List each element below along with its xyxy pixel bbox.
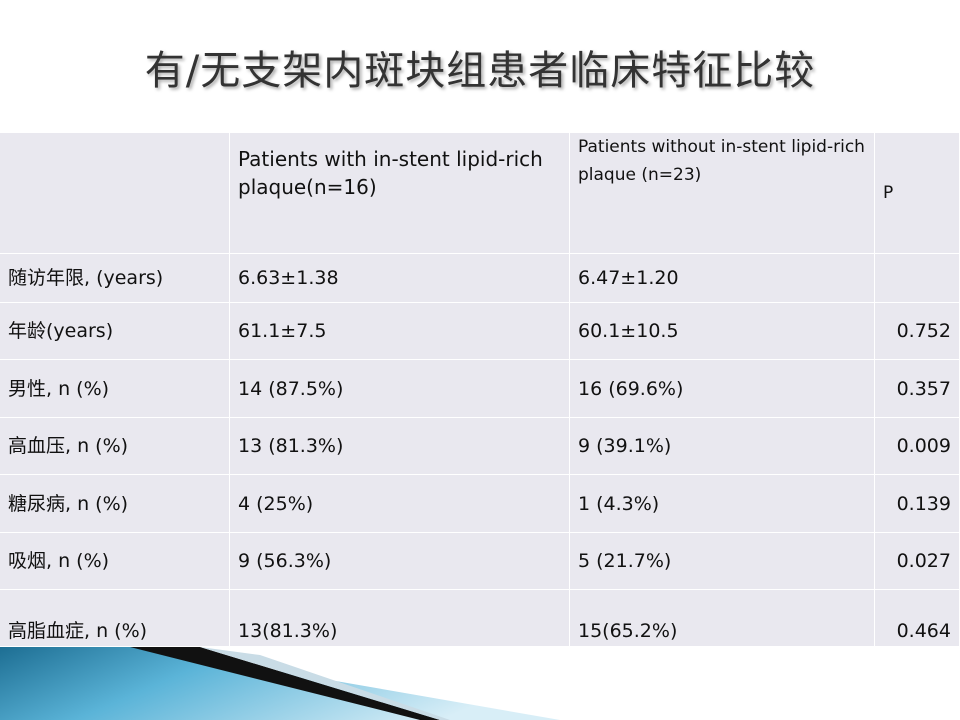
decoration <box>0 647 560 720</box>
table-cell: 高血压, n (%) <box>0 418 230 475</box>
table-cell: 糖尿病, n (%) <box>0 475 230 533</box>
table-cell: 13 (81.3%) <box>230 418 570 475</box>
black-stripe <box>130 647 440 720</box>
table-cell: 5 (21.7%) <box>570 533 875 590</box>
table-cell: 0.357 <box>875 360 960 418</box>
table-cell: 9 (56.3%) <box>230 533 570 590</box>
table-cell: 0.009 <box>875 418 960 475</box>
table-cell: 0.464 <box>875 590 960 647</box>
table-cell: 年龄(years) <box>0 303 230 360</box>
table-cell: 16 (69.6%) <box>570 360 875 418</box>
table-cell: 0.027 <box>875 533 960 590</box>
table: Patients with in-stent lipid-rich plaque… <box>0 133 960 647</box>
table-cell: 随访年限, (years) <box>0 254 230 303</box>
table-cell: P <box>875 133 960 254</box>
table-cell: 6.63±1.38 <box>230 254 570 303</box>
table-cell: 61.1±7.5 <box>230 303 570 360</box>
table-cell: 1 (4.3%) <box>570 475 875 533</box>
table-cell: 15(65.2%) <box>570 590 875 647</box>
table-cell <box>0 133 230 254</box>
table-cell: 男性, n (%) <box>0 360 230 418</box>
slide-title: 有/无支架内斑块组患者临床特征比较 <box>144 48 816 94</box>
table-cell: 0.752 <box>875 303 960 360</box>
table-cell: Patients without in-stent lipid-rich pla… <box>570 133 875 254</box>
table-cell: 60.1±10.5 <box>570 303 875 360</box>
table-cell: 13(81.3%) <box>230 590 570 647</box>
table-cell <box>875 254 960 303</box>
table-cell: 6.47±1.20 <box>570 254 875 303</box>
light-stripe <box>200 647 450 720</box>
table-cell: 4 (25%) <box>230 475 570 533</box>
table-cell: Patients with in-stent lipid-rich plaque… <box>230 133 570 254</box>
table-cell: 高脂血症, n (%) <box>0 590 230 647</box>
table-cell: 吸烟, n (%) <box>0 533 230 590</box>
table-cell: 9 (39.1%) <box>570 418 875 475</box>
table-cell: 14 (87.5%) <box>230 360 570 418</box>
table-cell: 0.139 <box>875 475 960 533</box>
